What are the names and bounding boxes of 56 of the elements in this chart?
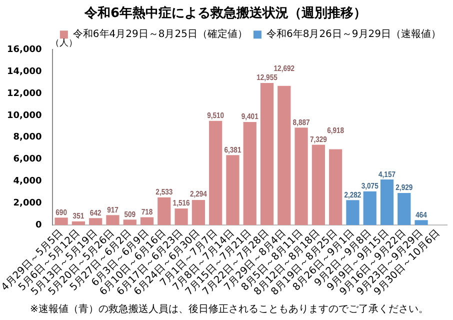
data-label: 12,955: [256, 72, 278, 82]
y-tick-label: 10,000: [6, 110, 42, 121]
data-label: 9,401: [241, 112, 258, 122]
bar: [54, 218, 68, 226]
data-label: 12,692: [274, 64, 295, 74]
data-label: 3,075: [361, 180, 378, 190]
data-label: 2,533: [156, 187, 173, 197]
bar: [123, 220, 136, 226]
chart-title: 令和6年熱中症による救急搬送状況（週別推移）: [83, 5, 367, 22]
data-label: 4,157: [378, 169, 396, 179]
data-label: 6,381: [224, 144, 242, 155]
y-tick-label: 14,000: [6, 66, 42, 77]
data-label: 9,510: [207, 110, 224, 120]
bar: [329, 149, 342, 226]
y-tick-label: 12,000: [6, 88, 42, 99]
bar: [312, 144, 325, 226]
bar: [72, 221, 85, 226]
bar: [346, 200, 360, 226]
bar: [174, 208, 188, 226]
bar: [414, 220, 428, 226]
data-label: 917: [107, 204, 118, 214]
y-tick-label: 16,000: [6, 44, 42, 55]
data-label: 642: [90, 208, 102, 218]
text: ※速報値（青）の救急搬送人員は、後日修正されることもありますのでご了承ください。: [30, 302, 428, 316]
y-tick-label: 8,000: [13, 132, 42, 143]
data-label: 2,929: [396, 182, 413, 192]
bar: [243, 122, 256, 226]
bar: [209, 120, 222, 226]
data-label: 718: [141, 206, 153, 217]
bar: [140, 217, 154, 226]
data-label: 509: [124, 209, 136, 219]
bar: [106, 215, 120, 226]
bar: [380, 180, 394, 226]
data-label: 2,294: [190, 189, 208, 199]
legend-label: 令和6年8月26日～9月29日（速報値）: [266, 28, 442, 40]
y-tick-label: 6,000: [13, 154, 42, 165]
y-tick-label: 2,000: [13, 198, 42, 209]
data-label: 6,918: [327, 125, 344, 136]
bar: [192, 200, 205, 226]
data-label: 7,329: [310, 134, 327, 144]
bar: [363, 191, 376, 226]
data-label: 351: [72, 210, 84, 221]
data-label: 464: [416, 210, 428, 220]
y-tick-label: 0: [35, 220, 42, 231]
bar: [398, 193, 411, 226]
bar: [89, 218, 102, 226]
data-label: 8,887: [292, 117, 310, 128]
bar: [278, 86, 291, 226]
bar: [158, 197, 171, 226]
data-label: 2,282: [344, 190, 362, 200]
bar: [226, 155, 240, 226]
data-label: 690: [56, 207, 67, 217]
bar: [294, 128, 308, 226]
data-label: 1,516: [172, 198, 190, 208]
y-tick-label: 4,000: [13, 176, 42, 187]
bar: [260, 83, 274, 226]
